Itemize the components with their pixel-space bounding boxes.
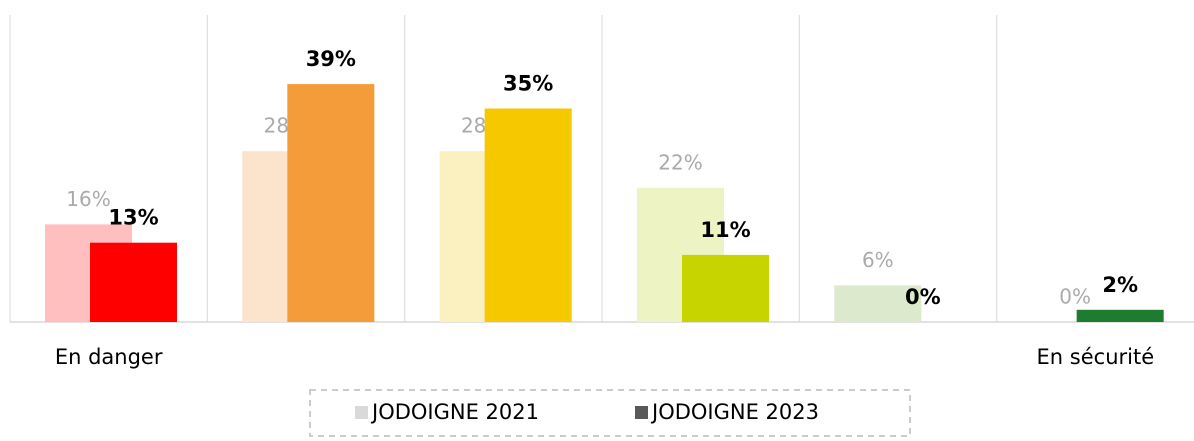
value-label: 0%	[905, 285, 941, 309]
value-label: 2%	[1102, 273, 1138, 297]
value-label: 39%	[306, 47, 356, 71]
value-label: 11%	[700, 218, 750, 242]
legend-box	[309, 389, 911, 437]
value-label: 6%	[862, 248, 894, 272]
bar	[90, 242, 177, 322]
legend-label: JODOIGNE 2023	[650, 400, 819, 424]
legend-swatch	[635, 406, 648, 419]
bar	[834, 285, 922, 322]
bar	[484, 108, 572, 322]
x-tick-label: En danger	[55, 345, 163, 369]
bar	[1076, 309, 1164, 322]
x-tick-label: En sécurité	[1037, 345, 1155, 369]
value-label: 16%	[66, 187, 110, 211]
value-label: 35%	[503, 72, 553, 96]
bar	[682, 254, 769, 322]
bar	[287, 84, 375, 322]
value-label: 13%	[108, 206, 158, 230]
value-label: 0%	[1059, 285, 1091, 309]
legend-label: JODOIGNE 2021	[370, 400, 539, 424]
value-label: 22%	[658, 150, 702, 174]
legend-swatch	[355, 406, 368, 419]
